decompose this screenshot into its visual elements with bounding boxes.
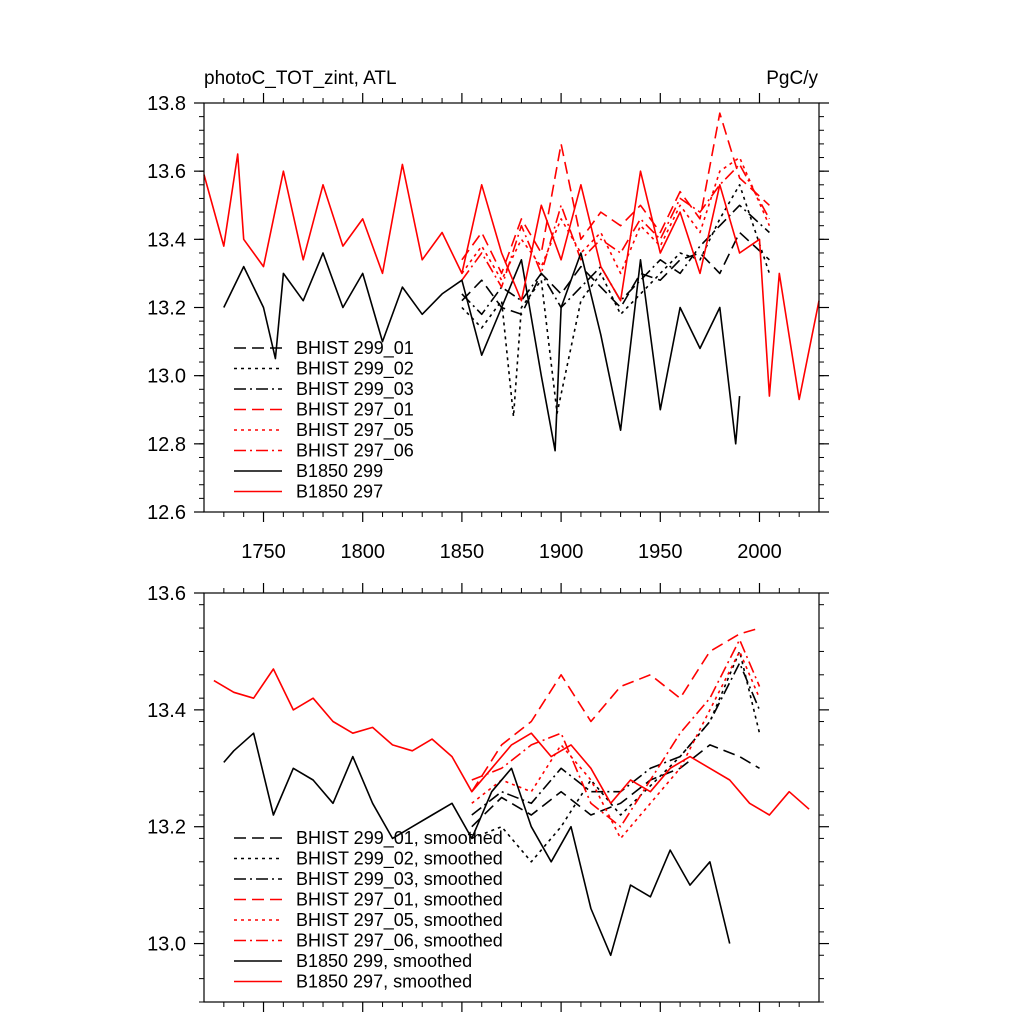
top-x-tick-label: 1750 — [241, 541, 286, 563]
bottom-y-tick-label: 13.0 — [147, 934, 186, 956]
bottom-legend-label: BHIST 299_02, smoothed — [296, 849, 503, 870]
top-panel-title: photoC_TOT_zint, ATL — [204, 68, 397, 89]
bottom-y-tick-label: 13.2 — [147, 817, 186, 839]
top-legend-label: BHIST 299_02 — [296, 359, 414, 380]
top-legend-label: BHIST 297_01 — [296, 400, 414, 421]
bottom-series-line-2 — [471, 650, 761, 863]
top-legend-label: B1850 297 — [296, 482, 383, 502]
top-series-lines — [203, 112, 820, 452]
top-series-line-7 — [223, 252, 741, 452]
bottom-legend-label: BHIST 299_03, smoothed — [296, 869, 503, 890]
bottom-legend-label: BHIST 297_01, smoothed — [296, 890, 503, 911]
top-legend-label: BHIST 297_06 — [296, 441, 414, 462]
top-series-line-4 — [461, 112, 770, 275]
bottom-series-line-4 — [471, 627, 760, 793]
top-y-tick-label: 13.8 — [147, 93, 186, 115]
bottom-legend-label: BHIST 299_01, smoothed — [296, 828, 503, 849]
bottom-series-line-6 — [471, 638, 761, 828]
bottom-series-lines — [213, 627, 810, 957]
top-panel: photoC_TOT_zint, ATL PgC/y 1750 1800 1850 1… — [147, 68, 829, 563]
top-series-line-2 — [461, 184, 771, 418]
top-legend-label: BHIST 299_01 — [296, 338, 414, 359]
top-series-line-8 — [203, 153, 820, 401]
top-axis-ticks: 1750 1800 1850 1900 1950 2000 12.6 12.8 13.0 13.2… — [147, 93, 829, 563]
top-x-tick-label: 1900 — [539, 541, 584, 563]
top-x-tick-label: 2000 — [737, 541, 782, 563]
top-y-tick-label: 13.2 — [147, 298, 186, 320]
top-series-line-5 — [461, 156, 771, 282]
bottom-y-tick-label: 13.6 — [147, 583, 186, 605]
bottom-panel: 13.013.213.413.6 BHIST 299_01, smoothedB… — [147, 583, 829, 1012]
top-y-tick-label: 13.0 — [147, 366, 186, 388]
bottom-series-line-1 — [471, 744, 760, 828]
top-legend-label: B1850 299 — [296, 461, 383, 481]
bottom-axis-ticks: 13.0 13.2 13.4 13.6 — [147, 583, 829, 1012]
top-legend-label: BHIST 297_05 — [296, 420, 414, 441]
bottom-legend-label: B1850 297, smoothed — [296, 972, 472, 992]
top-y-tick-label: 13.4 — [147, 229, 186, 251]
bottom-series-line-8 — [213, 668, 810, 816]
top-x-tick-label: 1800 — [340, 541, 385, 563]
top-y-tick-label: 13.6 — [147, 161, 186, 183]
top-panel-units: PgC/y — [766, 68, 818, 89]
bottom-legend-label: BHIST 297_06, smoothed — [296, 931, 503, 952]
bottom-legend-label: BHIST 297_05, smoothed — [296, 910, 503, 931]
bottom-plot-frame — [203, 592, 820, 1003]
bottom-y-tick-label: 13.4 — [147, 700, 186, 722]
top-series-line-1 — [461, 231, 770, 316]
top-legend-label: BHIST 299_03 — [296, 379, 414, 400]
top-x-tick-label: 1850 — [440, 541, 485, 563]
bottom-series-line-3 — [471, 662, 761, 816]
top-y-tick-label: 12.6 — [147, 502, 186, 524]
bottom-series-line-7 — [223, 732, 731, 957]
top-x-tick-label: 1950 — [638, 541, 683, 563]
bottom-legend-label: B1850 299, smoothed — [296, 951, 472, 971]
top-y-tick-label: 12.8 — [147, 434, 186, 456]
top-series-line-6 — [461, 163, 771, 288]
